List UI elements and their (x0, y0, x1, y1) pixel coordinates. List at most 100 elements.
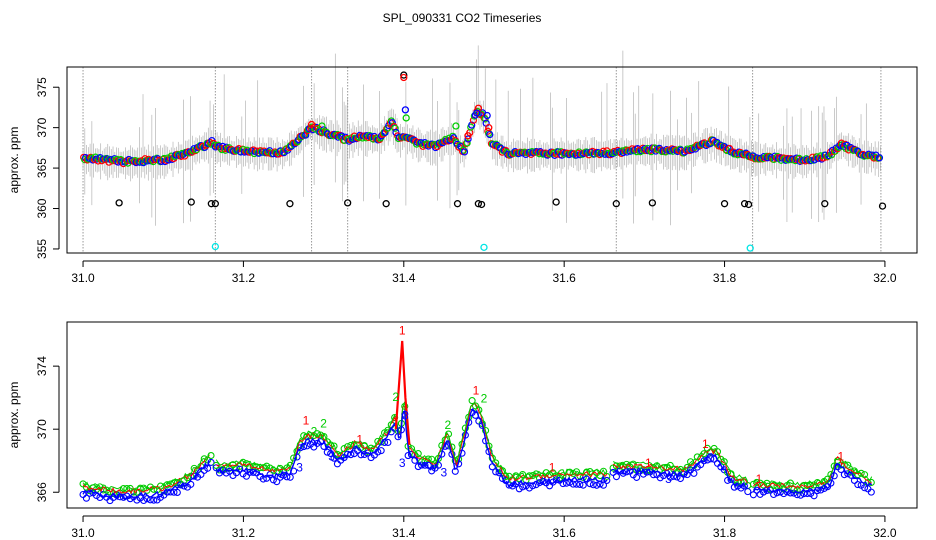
data-point-blue (552, 476, 560, 484)
data-point-blue (586, 480, 594, 488)
data-point-blue (323, 448, 331, 456)
data-point-blue (473, 109, 481, 117)
bottom-plot-frame (66, 321, 918, 509)
data-point-blue (807, 157, 815, 165)
data-point-blue (377, 447, 385, 455)
outlier-point-black (552, 198, 560, 206)
outlier-point-black (612, 200, 620, 208)
data-point-green (377, 438, 385, 446)
series-line-red (612, 447, 748, 484)
data-point-blue (150, 496, 158, 504)
data-point-green (687, 144, 695, 153)
number-label-red: 1 (399, 324, 406, 338)
data-point-green (428, 455, 436, 463)
series-line-green (215, 401, 608, 480)
data-point-blue (460, 148, 469, 156)
outlier-point-cyan (746, 244, 754, 252)
series-line-blue (82, 460, 210, 501)
top-x-tick-label: 31.4 (392, 271, 416, 285)
bottom-x-tick-label: 31.2 (232, 526, 256, 540)
top-y-tick-label: 365 (35, 158, 49, 178)
top-outlier-points (115, 198, 887, 252)
data-point-blue (589, 481, 597, 489)
number-label-green: 2 (481, 391, 488, 405)
data-point-blue (683, 471, 691, 479)
data-point-blue (707, 455, 715, 463)
data-point-green (720, 458, 728, 466)
number-label-red: 1 (756, 472, 763, 486)
top-x-tick-label: 31.8 (713, 271, 737, 285)
data-point-blue (783, 488, 791, 496)
data-point-blue (486, 130, 494, 139)
data-point-blue (810, 492, 818, 500)
data-point-blue (388, 119, 396, 127)
number-label-blue: 3 (328, 450, 335, 464)
data-point-green (434, 140, 442, 148)
number-label-blue: 3 (441, 465, 448, 479)
top-y-axis: 355 360 365 370 375 (35, 77, 60, 259)
series-line-blue (215, 407, 608, 488)
top-x-tick-label: 31.0 (71, 271, 95, 285)
data-point-green (135, 157, 143, 165)
number-label-red: 1 (837, 450, 844, 464)
data-point-green (109, 490, 117, 498)
data-point-green (333, 450, 341, 458)
outlier-point-cyan (480, 243, 488, 251)
data-point-green (734, 478, 742, 486)
bottom-x-tick-label: 31.4 (392, 526, 416, 540)
data-point-blue (167, 488, 175, 496)
data-point-blue (649, 471, 658, 479)
data-point-green (867, 478, 875, 487)
data-point-red (485, 124, 493, 132)
outlier-point-black (453, 200, 462, 208)
top-y-tick-label: 355 (35, 239, 49, 259)
data-point-green (106, 488, 114, 496)
data-point-green (103, 486, 111, 494)
outlier-point-black (821, 200, 829, 208)
data-point-blue (464, 135, 472, 143)
outlier-point-black (477, 200, 486, 209)
data-point-green (318, 122, 326, 130)
data-point-green (864, 152, 872, 160)
series-line-green (752, 457, 873, 488)
number-label-blue: 3 (296, 461, 303, 475)
data-point-blue (827, 479, 835, 487)
number-label-red: 1 (702, 437, 709, 451)
bottom-x-tick-label: 31.0 (71, 526, 95, 540)
data-point-blue (401, 106, 410, 114)
data-point-green (672, 147, 681, 155)
outlier-point-black (744, 200, 753, 209)
outlier-point-black (474, 200, 483, 208)
bottom-y-tick-label: 374 (35, 356, 49, 376)
data-point-blue (623, 468, 631, 476)
data-point-green (290, 454, 298, 462)
data-point-green (847, 468, 855, 476)
outlier-point-black (211, 200, 219, 208)
data-point-blue (483, 111, 491, 120)
series-line-green (612, 447, 748, 482)
data-point-blue (745, 152, 754, 160)
data-point-green (569, 469, 577, 478)
data-point-blue (273, 478, 281, 486)
data-point-blue (170, 488, 178, 496)
data-point-green (579, 473, 587, 481)
data-point-green (116, 489, 124, 497)
data-point-blue (599, 481, 608, 489)
number-label-red: 1 (645, 456, 652, 470)
outlier-point-black (720, 200, 729, 208)
data-point-blue (384, 438, 392, 447)
outlier-point-black (344, 199, 352, 207)
data-point-blue (576, 480, 584, 489)
series-line-blue (612, 453, 748, 490)
data-point-green (452, 122, 460, 130)
top-x-tick-label: 32.0 (873, 271, 897, 285)
top-y-tick-label: 360 (35, 198, 49, 218)
data-point-blue (302, 131, 310, 139)
data-point-green (793, 486, 801, 494)
outlier-point-black (878, 202, 887, 210)
outlier-point-black (740, 200, 749, 208)
data-point-blue (673, 473, 681, 481)
data-point-green (603, 472, 611, 480)
series-line-red (215, 402, 608, 482)
